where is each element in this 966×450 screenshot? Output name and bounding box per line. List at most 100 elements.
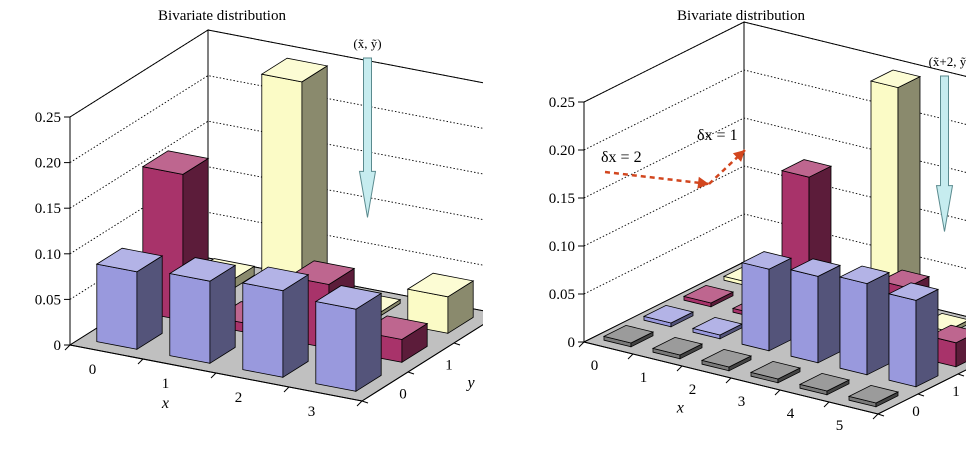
bars (95, 57, 475, 393)
gridline (583, 69, 966, 151)
y-tick (453, 342, 461, 346)
bar-top-face (406, 272, 475, 298)
x-tick-label: 3 (738, 394, 746, 410)
bar-top-face (878, 269, 931, 289)
bar (642, 304, 695, 328)
y-tick (407, 371, 415, 375)
y-tick-label: 0 (399, 387, 407, 403)
bar-top-face (749, 360, 802, 380)
arrowhead-icon (697, 176, 709, 189)
bar (241, 266, 310, 379)
axes: 00.050.100.150.200.25012345x0123y (549, 95, 966, 434)
bar-front-face (96, 263, 138, 350)
bar-top-face (798, 372, 851, 392)
bar-side-face (282, 273, 309, 379)
y-tick-label: 1 (952, 384, 960, 400)
bar-side-face (915, 288, 939, 388)
bar-side-face (209, 264, 236, 365)
bar-top-face (789, 258, 842, 277)
bar (887, 282, 940, 388)
bar-top-face (780, 159, 833, 178)
x-tick-label: 0 (89, 362, 97, 378)
x-tick-label: 5 (836, 418, 844, 434)
bar-top-face (642, 304, 695, 324)
bar (602, 324, 655, 348)
bar-side-face (955, 337, 966, 368)
x-tick-label: 0 (591, 358, 599, 374)
axes: 00.050.100.150.200.250123x012y (35, 110, 483, 420)
bar-front-face (242, 282, 284, 378)
x-tick (676, 365, 683, 372)
x-tick-label: 4 (787, 406, 795, 422)
bar-top-face (141, 150, 210, 175)
down-arrow-icon (935, 75, 954, 232)
bar-side-face (136, 255, 163, 351)
gridline (69, 120, 483, 209)
chart-right: Bivariate distribution 0 0.05 0.10 0.15 0.20… (483, 0, 966, 450)
x-tick (283, 386, 290, 393)
chart-right-svg: Bivariate distribution 0 0.05 0.10 0.15 0.20… (549, 8, 966, 434)
bar-front-face (839, 276, 868, 376)
bar-side-face (768, 257, 792, 352)
x-tick (137, 358, 144, 365)
z-tick-label: 0.25 (35, 110, 61, 126)
bar-side-face (355, 292, 382, 393)
bar-top-face (869, 69, 922, 89)
z-tick-label: 0.15 (549, 191, 575, 207)
bar-top-face (700, 348, 753, 368)
x-tick-label: 1 (162, 376, 170, 392)
x-tick-label: 3 (308, 404, 316, 420)
z-tick-label: 0.10 (549, 239, 575, 255)
y-tick (957, 373, 965, 377)
gridline (69, 29, 483, 118)
bar (847, 384, 900, 408)
gridline (69, 211, 483, 300)
bar-front-face (888, 293, 917, 388)
bar-top-face (847, 384, 900, 404)
x-tick (210, 372, 217, 379)
arrow-label: (x̃+2, ỹ+1) (929, 54, 966, 69)
x-tick-label: 2 (689, 382, 697, 398)
x-tick-label: 1 (640, 370, 648, 386)
bar-top-face (602, 324, 655, 344)
x-tick (356, 400, 363, 407)
bar-top-face (651, 336, 704, 356)
y-axis (361, 324, 483, 402)
z-tick-label: 0.20 (549, 143, 575, 159)
gridline (583, 117, 966, 199)
delta-label: δx = 2 (601, 149, 642, 166)
bar (789, 258, 842, 364)
x-tick (627, 353, 634, 360)
x-tick (774, 389, 781, 396)
z-tick-label: 0.10 (35, 247, 61, 263)
x-tick-label: 2 (235, 390, 243, 406)
bar (740, 251, 793, 352)
bar-front-face (790, 269, 819, 364)
arrowhead-icon (732, 150, 745, 162)
chart-title: Bivariate distribution (677, 8, 805, 24)
chart-title: Bivariate distribution (158, 8, 286, 24)
annotations: (x̃, ỹ) (353, 36, 382, 218)
bars (602, 69, 966, 408)
z-tick-label: 0.05 (35, 292, 61, 308)
x-axis-label: x (161, 395, 169, 412)
y-tick-label: 0 (912, 404, 920, 420)
bar (749, 360, 802, 384)
chart-left-svg: Bivariate distribution 0 0.05 0.10 0.15 0.20… (35, 8, 483, 420)
x-tick (823, 401, 830, 408)
x-tick (872, 413, 879, 420)
z-tick-label: 0 (568, 335, 576, 351)
bar-top-face (260, 57, 329, 83)
delta-label: δx = 1 (697, 127, 738, 144)
gridline (583, 165, 966, 247)
y-tick (877, 413, 885, 417)
x-axis-label: x (676, 399, 684, 416)
x-tick (578, 341, 585, 348)
bar-side-face (817, 264, 841, 364)
z-tick-label: 0 (54, 338, 62, 354)
bar (168, 257, 237, 365)
bar-top-face (168, 257, 237, 282)
bar (869, 69, 922, 324)
bar (691, 316, 744, 340)
bar (798, 372, 851, 396)
